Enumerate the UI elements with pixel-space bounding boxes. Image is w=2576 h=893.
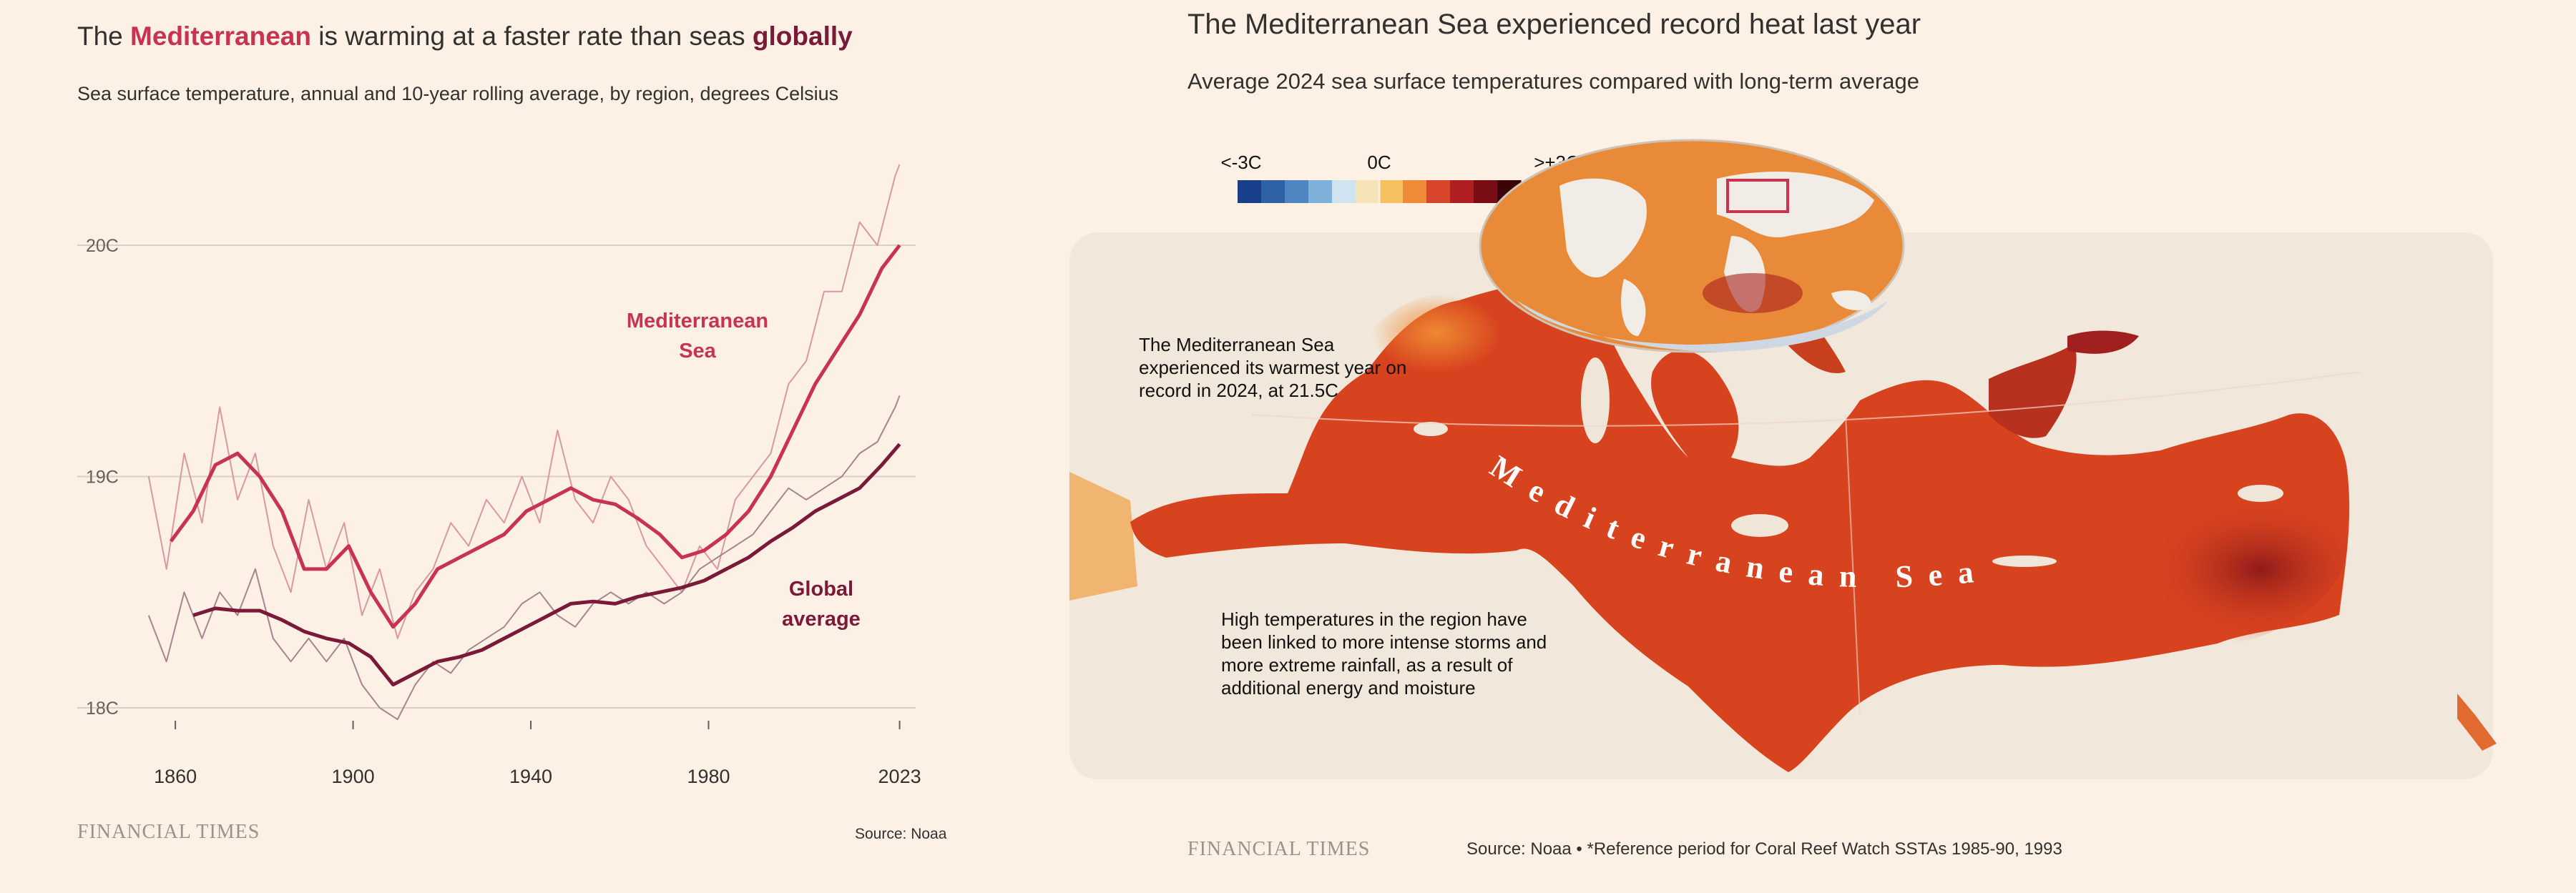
legend-swatch-9 (1450, 180, 1474, 203)
ft-logo: FINANCIAL TIMES (1187, 838, 1371, 860)
annotation-record-year: The Mediterranean Sea experienced its wa… (1139, 334, 1407, 401)
globe-hot-patch (1703, 273, 1803, 313)
line-chart: 18C 19C 20C 1860 1900 1940 1980 2023 Mediterra… (77, 164, 921, 787)
map-subtitle: Average 2024 sea surface temperatures co… (1187, 69, 1919, 94)
hot-region-east (2003, 436, 2346, 651)
island-crete (1992, 556, 2057, 567)
map-source: Source: Noaa • *Reference period for Cor… (1466, 839, 2062, 859)
title-highlight-globally: globally (752, 21, 853, 51)
legend-swatch-5 (1356, 180, 1380, 203)
map-title: The Mediterranean Sea experienced record… (1187, 9, 1921, 40)
label-global-average: Global (789, 578, 853, 601)
legend-swatch-10 (1474, 180, 1498, 203)
island-balearic (1414, 422, 1448, 436)
legend-swatch-7 (1403, 180, 1427, 203)
red-sea (2457, 694, 2497, 751)
inset-globe (1479, 139, 1905, 353)
globe-antarctic (1517, 300, 1889, 352)
island-sardinia (1581, 357, 1610, 443)
legend-swatch-8 (1426, 180, 1451, 203)
legend-swatch-4 (1332, 180, 1356, 203)
y-tick-18C: 18C (86, 699, 119, 719)
left-panel: The Mediterranean is warming at a faster… (0, 0, 1001, 893)
legend-swatch-2 (1285, 180, 1309, 203)
legend-swatch-1 (1261, 180, 1285, 203)
legend-mid-label: 0C (1367, 152, 1391, 173)
island-cyprus (2238, 485, 2283, 502)
x-tick-1940: 1940 (509, 766, 552, 787)
x-tick-1900: 1900 (332, 766, 375, 787)
label-mediterranean-sea: Mediterranean (627, 310, 768, 332)
chart-title: The Mediterranean is warming at a faster… (77, 21, 853, 51)
graticule-line (1251, 371, 2361, 427)
label-mediterranean-sea-line2: Sea (679, 340, 716, 362)
globe-mediterranean-highlight-box (1726, 179, 1789, 213)
x-tick-2023: 2023 (878, 766, 921, 787)
annotation-storms: High temperatures in the region have bee… (1221, 608, 1547, 699)
series-line-0 (147, 164, 901, 639)
sea-temperature-map: Mediterranean Sea <-3C 0C >+3C (1069, 139, 2497, 779)
y-tick-19C: 19C (86, 468, 119, 488)
x-tick-1980: 1980 (687, 766, 730, 787)
series-line-2 (147, 395, 901, 721)
island-sicily (1731, 514, 1788, 537)
title-highlight-mediterranean: Mediterranean (130, 21, 311, 51)
legend-swatch-3 (1308, 180, 1333, 203)
black-sea (2067, 330, 2139, 354)
chart-source: Source: Noaa (855, 826, 947, 842)
chart-subtitle: Sea surface temperature, annual and 10-y… (77, 83, 839, 104)
y-tick-20C: 20C (86, 236, 119, 256)
globe-land-americas (1559, 178, 1647, 278)
legend-swatch-0 (1238, 180, 1262, 203)
series-line-3 (192, 443, 901, 687)
label-global-average-line2: average (782, 608, 861, 631)
x-tick-1860: 1860 (154, 766, 197, 787)
globe-land-eurasia (1717, 172, 1874, 238)
right-panel: The Mediterranean Sea experienced record… (1001, 0, 2576, 893)
legend-swatch-6 (1379, 180, 1404, 203)
globe-land-australia (1831, 290, 1871, 310)
legend-min-label: <-3C (1220, 152, 1261, 173)
globe-ocean (1479, 139, 1905, 353)
ft-logo: FINANCIAL TIMES (77, 821, 260, 843)
series-line-1 (169, 244, 901, 629)
graticule-line (1845, 414, 1861, 716)
globe-land-south-america (1621, 279, 1646, 336)
aegean-sea (1989, 343, 2077, 438)
atlantic-ocean (1069, 472, 1137, 601)
